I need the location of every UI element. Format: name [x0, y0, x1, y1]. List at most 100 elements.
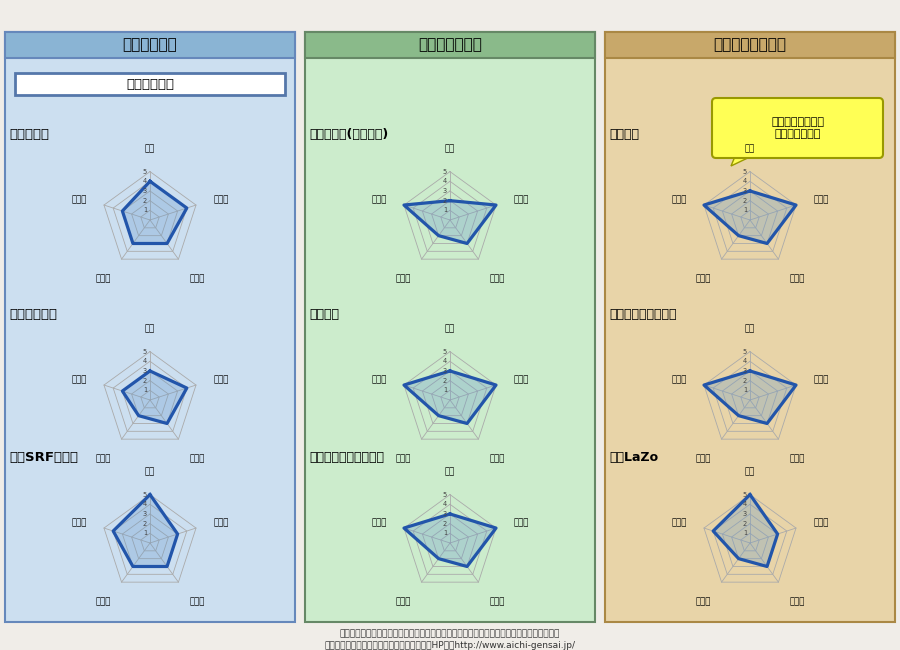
Text: 強度: 強度 — [145, 144, 155, 153]
Text: 強度: 強度 — [745, 467, 755, 476]
Text: 1: 1 — [443, 207, 447, 213]
Text: 居住性: 居住性 — [189, 454, 204, 463]
Text: 仕上性: 仕上性 — [395, 597, 410, 606]
Bar — [305, 32, 595, 622]
Text: 居住性: 居住性 — [789, 597, 805, 606]
Polygon shape — [122, 371, 187, 424]
Text: 居住性: 居住性 — [789, 454, 805, 463]
Text: 5: 5 — [742, 491, 747, 498]
Text: 仕上性: 仕上性 — [395, 274, 410, 283]
Polygon shape — [713, 495, 778, 567]
Text: コスト: コスト — [514, 375, 529, 384]
Text: 3: 3 — [443, 368, 447, 374]
Text: 強度: 強度 — [445, 144, 455, 153]
FancyBboxPatch shape — [712, 98, 883, 158]
Text: 居住性: 居住性 — [789, 274, 805, 283]
Text: 1: 1 — [443, 387, 447, 393]
Text: コスト: コスト — [213, 518, 229, 527]
Text: 5: 5 — [443, 168, 447, 175]
Text: 4: 4 — [742, 358, 747, 364]
Text: 4: 4 — [143, 501, 147, 507]
Text: 2: 2 — [143, 198, 147, 203]
Text: 点数が大きいほう
が評価が高い！: 点数が大きいほう が評価が高い！ — [771, 117, 824, 139]
Text: 施工性: 施工性 — [371, 195, 386, 204]
Text: 施工性: 施工性 — [71, 518, 86, 527]
Text: 3: 3 — [143, 368, 147, 374]
Text: 5: 5 — [143, 168, 147, 175]
Polygon shape — [113, 495, 177, 567]
Text: 5: 5 — [143, 491, 147, 498]
Text: 一般的な工法: 一般的な工法 — [126, 77, 174, 90]
Text: 2: 2 — [443, 521, 447, 526]
Text: 仕上性: 仕上性 — [696, 274, 711, 283]
Text: 施工性: 施工性 — [671, 195, 687, 204]
Text: 3: 3 — [743, 188, 747, 194]
Text: 仕上性: 仕上性 — [95, 597, 111, 606]
Text: 5: 5 — [742, 348, 747, 355]
Text: 1: 1 — [743, 207, 747, 213]
Text: 二ツ割筋かい: 二ツ割筋かい — [9, 308, 57, 321]
Text: 居住性: 居住性 — [189, 274, 204, 283]
Text: 4: 4 — [143, 178, 147, 185]
Text: 居住性: 居住性 — [490, 454, 505, 463]
Text: 5: 5 — [443, 491, 447, 498]
Text: 3: 3 — [143, 511, 147, 517]
Text: 3: 3 — [443, 188, 447, 194]
Text: 2: 2 — [742, 521, 747, 526]
Text: コスト: コスト — [814, 518, 829, 527]
Text: 2: 2 — [443, 378, 447, 384]
Text: 1: 1 — [143, 530, 147, 536]
Text: 施工性: 施工性 — [71, 375, 86, 384]
Text: 3: 3 — [443, 511, 447, 517]
Bar — [15, 73, 285, 95]
Text: 5: 5 — [742, 168, 747, 175]
Text: 仕上性: 仕上性 — [696, 454, 711, 463]
Text: 施工性: 施工性 — [671, 518, 687, 527]
Polygon shape — [404, 371, 496, 424]
Text: （愛知建築地震災害軽減システム研究協議会HP）　http://www.aichi-gensai.jp/: （愛知建築地震災害軽減システム研究協議会HP） http://www.aichi… — [325, 640, 575, 649]
Text: 4: 4 — [143, 358, 147, 364]
Text: ウッドピタブレース: ウッドピタブレース — [609, 308, 677, 321]
Text: 1: 1 — [743, 530, 747, 536]
Text: 5: 5 — [443, 348, 447, 355]
Text: アイワン: アイワン — [609, 128, 639, 141]
Text: 仕上性: 仕上性 — [95, 454, 111, 463]
Text: 1: 1 — [443, 530, 447, 536]
Text: コスト: コスト — [213, 195, 229, 204]
Text: コスト: コスト — [814, 195, 829, 204]
Text: 1: 1 — [143, 387, 147, 393]
Text: 構造用合板(上下あき): 構造用合板(上下あき) — [309, 128, 388, 141]
Text: コスト: コスト — [213, 375, 229, 384]
Polygon shape — [122, 181, 187, 244]
Text: 施工性: 施工性 — [671, 375, 687, 384]
Text: コスト: コスト — [514, 518, 529, 527]
Text: 2: 2 — [143, 378, 147, 384]
Text: 強度: 強度 — [745, 324, 755, 333]
Text: 4: 4 — [443, 501, 447, 507]
Text: 耕震LaZo: 耕震LaZo — [609, 451, 658, 464]
Bar — [605, 32, 895, 58]
Text: 木造SRF（壁）: 木造SRF（壁） — [9, 451, 78, 464]
Text: 施工性: 施工性 — [71, 195, 86, 204]
Text: 1: 1 — [743, 387, 747, 393]
Text: 2: 2 — [443, 198, 447, 203]
Text: 居住性: 居住性 — [490, 597, 505, 606]
Text: 木造住宅低コスト耐震補強の手引き（愛知建築地震災害軽減システム研究協議会）より作成: 木造住宅低コスト耐震補強の手引き（愛知建築地震災害軽減システム研究協議会）より作… — [340, 629, 560, 638]
Text: タイガーグラスロック: タイガーグラスロック — [309, 451, 384, 464]
Text: 仕上性: 仕上性 — [696, 597, 711, 606]
Text: コスト: コスト — [814, 375, 829, 384]
Text: 仕上性: 仕上性 — [95, 274, 111, 283]
Bar — [5, 32, 295, 622]
Text: 強度: 強度 — [445, 324, 455, 333]
Text: 強度: 強度 — [745, 144, 755, 153]
Text: 構造用合板: 構造用合板 — [9, 128, 49, 141]
Text: 4: 4 — [443, 178, 447, 185]
Text: 強度: 強度 — [445, 467, 455, 476]
Polygon shape — [404, 514, 496, 567]
Text: 4: 4 — [742, 178, 747, 185]
Polygon shape — [731, 154, 756, 166]
Bar — [305, 32, 595, 58]
Text: 壁全体で補強: 壁全体で補強 — [122, 38, 177, 53]
Text: コスト: コスト — [514, 195, 529, 204]
Text: 3: 3 — [143, 188, 147, 194]
